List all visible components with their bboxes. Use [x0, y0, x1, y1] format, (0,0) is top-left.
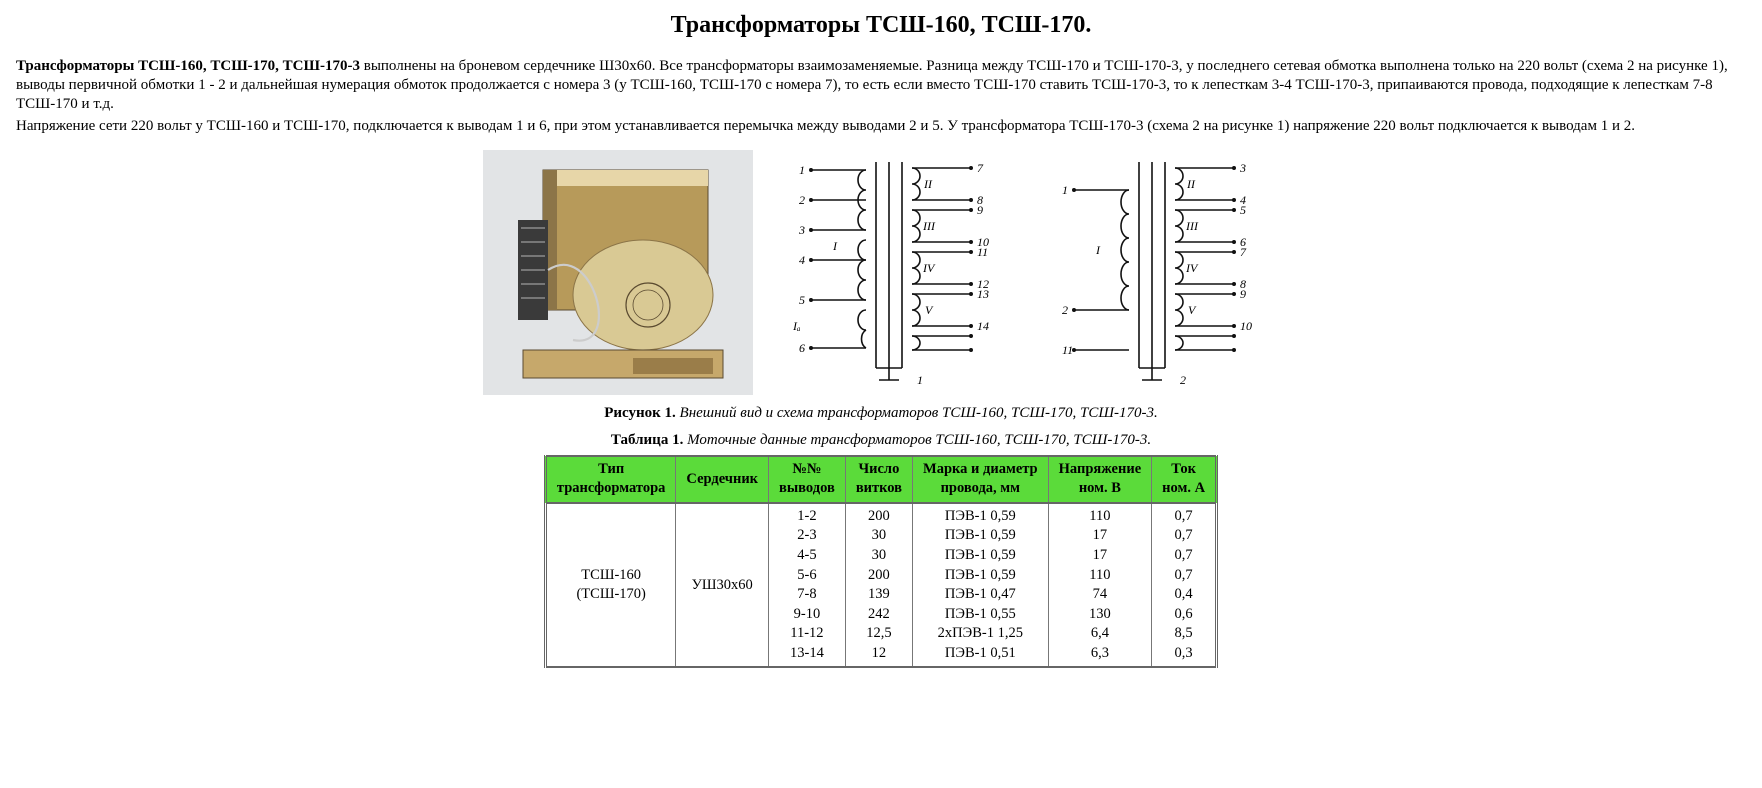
- cell-wire: ПЭВ-1 0,59 ПЭВ-1 0,59 ПЭВ-1 0,59 ПЭВ-1 0…: [913, 503, 1049, 668]
- col-turns: Число витков: [845, 456, 912, 503]
- col-voltage: Напряжение ном. В: [1048, 456, 1152, 503]
- figure-caption-text: Внешний вид и схема трансформаторов ТСШ-…: [680, 405, 1158, 421]
- svg-text:6: 6: [799, 341, 805, 355]
- svg-text:2: 2: [799, 193, 805, 207]
- cell-type: ТСШ-160 (ТСШ-170): [545, 503, 676, 668]
- cell-leads: 1-2 2-3 4-5 5-6 7-8 9-10 11-12 13-14: [769, 503, 846, 668]
- svg-text:IV: IV: [922, 261, 936, 275]
- svg-text:1: 1: [1062, 183, 1068, 197]
- cell-turns: 200 30 30 200 139 242 12,5 12: [845, 503, 912, 668]
- winding-data-table: Тип трансформатора Сердечник №№ выводов …: [544, 455, 1218, 669]
- table-caption-text: Моточные данные трансформаторов ТСШ-160,…: [687, 432, 1151, 448]
- svg-text:3: 3: [798, 223, 805, 237]
- col-wire: Марка и диаметр провода, мм: [913, 456, 1049, 503]
- svg-text:2: 2: [1062, 303, 1068, 317]
- figure-caption-label: Рисунок 1.: [604, 405, 676, 421]
- svg-text:V: V: [1188, 303, 1197, 317]
- intro-bold-lead: Трансформаторы ТСШ-160, ТСШ-170, ТСШ-170…: [16, 58, 360, 74]
- table-row: ТСШ-160 (ТСШ-170) УШ30x60 1-2 2-3 4-5 5-…: [545, 503, 1216, 668]
- col-leads: №№ выводов: [769, 456, 846, 503]
- transformer-schematic-1: 1 2 3 4 5 Iₐ 6 I 7 8 9 10 11 12 13 14 II…: [771, 150, 1016, 395]
- svg-text:9: 9: [977, 203, 983, 217]
- cell-voltage: 110 17 17 110 74 130 6,4 6,3: [1048, 503, 1152, 668]
- svg-text:1: 1: [799, 163, 805, 177]
- svg-text:7: 7: [1240, 245, 1247, 259]
- figure-row: 1 2 3 4 5 Iₐ 6 I 7 8 9 10 11 12 13 14 II…: [16, 150, 1746, 395]
- svg-text:7: 7: [977, 161, 984, 175]
- svg-text:5: 5: [1240, 203, 1246, 217]
- svg-text:II: II: [923, 177, 933, 191]
- svg-text:IV: IV: [1185, 261, 1199, 275]
- svg-text:11: 11: [1062, 343, 1073, 357]
- intro-paragraph-2: Напряжение сети 220 вольт у ТСШ-160 и ТС…: [16, 117, 1746, 136]
- table-caption-label: Таблица 1.: [611, 432, 683, 448]
- svg-text:11: 11: [977, 245, 988, 259]
- svg-text:14: 14: [977, 319, 989, 333]
- svg-text:5: 5: [799, 293, 805, 307]
- cell-core: УШ30x60: [676, 503, 769, 668]
- svg-text:III: III: [922, 219, 936, 233]
- svg-text:10: 10: [1240, 319, 1252, 333]
- transformer-photo: [483, 150, 753, 395]
- svg-text:13: 13: [977, 287, 989, 301]
- svg-text:I: I: [1095, 243, 1101, 257]
- cell-current: 0,7 0,7 0,7 0,7 0,4 0,6 8,5 0,3: [1152, 503, 1217, 668]
- svg-text:III: III: [1185, 219, 1199, 233]
- table-caption: Таблица 1. Моточные данные трансформатор…: [16, 432, 1746, 449]
- col-type: Тип трансформатора: [545, 456, 676, 503]
- svg-text:9: 9: [1240, 287, 1246, 301]
- table-header-row: Тип трансформатора Сердечник №№ выводов …: [545, 456, 1216, 503]
- transformer-schematic-2: 1 I 2 3 4 5 6 7 8 9 10 11 II III IV V 2: [1034, 150, 1279, 395]
- svg-text:V: V: [925, 303, 934, 317]
- svg-text:Iₐ: Iₐ: [792, 319, 801, 333]
- svg-text:I: I: [832, 239, 838, 253]
- svg-text:1: 1: [917, 373, 923, 387]
- svg-text:2: 2: [1180, 373, 1186, 387]
- figure-caption: Рисунок 1. Внешний вид и схема трансформ…: [16, 405, 1746, 422]
- page-title: Трансформаторы ТСШ-160, ТСШ-170.: [16, 12, 1746, 39]
- svg-text:3: 3: [1239, 161, 1246, 175]
- svg-text:II: II: [1186, 177, 1196, 191]
- col-core: Сердечник: [676, 456, 769, 503]
- svg-text:4: 4: [799, 253, 805, 267]
- intro-paragraph-1: Трансформаторы ТСШ-160, ТСШ-170, ТСШ-170…: [16, 57, 1746, 115]
- col-current: Ток ном. А: [1152, 456, 1217, 503]
